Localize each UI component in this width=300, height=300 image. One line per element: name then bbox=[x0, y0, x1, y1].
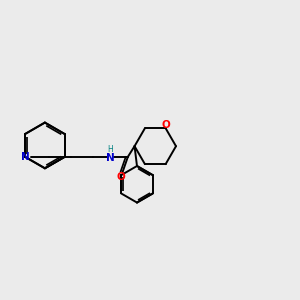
Text: N: N bbox=[106, 153, 115, 164]
Text: H: H bbox=[108, 145, 113, 154]
Text: O: O bbox=[117, 172, 125, 182]
Text: N: N bbox=[21, 152, 30, 162]
Text: O: O bbox=[162, 120, 171, 130]
